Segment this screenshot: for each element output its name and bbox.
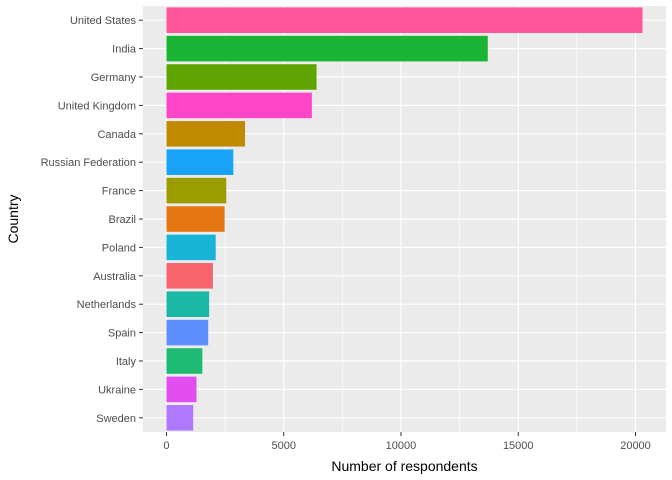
bar-russian-federation (166, 149, 234, 175)
bar-netherlands (166, 291, 210, 317)
y-tick-label: France (102, 186, 136, 198)
x-tick-label: 15000 (503, 440, 534, 452)
bar-united-states (166, 7, 643, 33)
x-tick-label: 10000 (386, 440, 417, 452)
y-tick-label: Spain (108, 328, 136, 340)
bar-brazil (166, 206, 225, 232)
y-tick-label: Germany (91, 72, 137, 84)
bar-spain (166, 319, 209, 346)
bar-germany (166, 64, 317, 90)
x-tick-label: 0 (163, 440, 169, 452)
y-tick-label: United Kingdom (58, 100, 136, 112)
bar-france (166, 177, 227, 204)
bar-ukraine (166, 376, 197, 403)
y-tick-label: Brazil (108, 214, 136, 226)
bar-italy (166, 348, 203, 374)
y-tick-label: Italy (116, 356, 137, 368)
bar-india (166, 35, 488, 62)
bar-united-kingdom (166, 92, 312, 119)
y-tick-label: Poland (102, 242, 136, 254)
x-tick-label: 5000 (271, 440, 295, 452)
y-tick-label: India (112, 44, 137, 56)
y-tick-label: United States (70, 15, 137, 27)
bar-canada (166, 121, 246, 147)
x-axis-ticks: 0 5000 10000 15000 20000 (163, 432, 651, 452)
y-tick-label: Australia (93, 271, 137, 283)
y-axis-title: Country (5, 194, 21, 243)
y-axis-ticks: United States India Germany United Kingdom C… (41, 15, 143, 425)
y-tick-label: Netherlands (77, 299, 137, 311)
y-tick-label: Sweden (96, 413, 136, 425)
bar-australia (166, 263, 213, 289)
y-tick-label: Ukraine (98, 384, 136, 396)
bars (166, 7, 643, 431)
y-tick-label: Canada (97, 129, 136, 141)
y-tick-label: Russian Federation (41, 157, 136, 169)
bar-poland (166, 234, 216, 261)
x-axis-title: Number of respondents (331, 458, 477, 474)
x-tick-label: 20000 (620, 440, 651, 452)
bar-sweden (166, 405, 194, 431)
